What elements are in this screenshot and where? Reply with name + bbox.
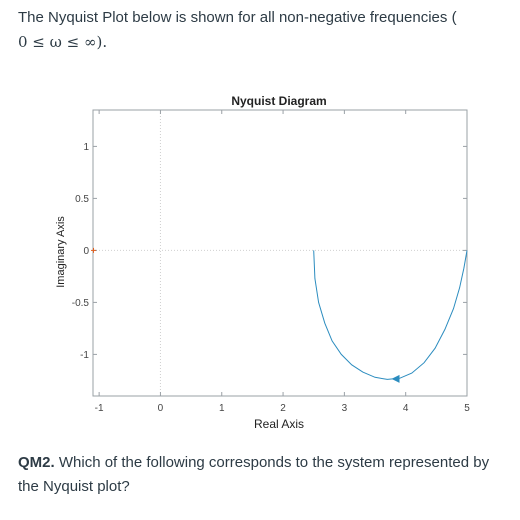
x-axis-label: Real Axis: [254, 417, 304, 431]
y-tick-label: 0.5: [75, 194, 89, 205]
intro-sentence: The Nyquist Plot below is shown for all …: [18, 9, 457, 26]
x-tick-label: 5: [464, 403, 470, 414]
axes-box: [92, 109, 468, 397]
y-axis-label: Imaginary Axis: [55, 216, 67, 288]
x-tick-label: 3: [342, 403, 348, 414]
nyquist-curve: [313, 250, 468, 380]
y-tick-label: -1: [80, 350, 89, 361]
x-tick-label: 2: [280, 403, 286, 414]
nyquist-chart: Nyquist Diagram Real Axis Imaginary Axis…: [55, 94, 470, 431]
y-tick-label: 0: [83, 246, 89, 257]
plot-area: -1 0 1 2 3 4 5 1 0.5 0 -0.5 -1: [72, 109, 470, 414]
x-tick-label: 1: [219, 403, 225, 414]
chart-title: Nyquist Diagram: [231, 94, 326, 108]
direction-arrow: [391, 374, 400, 383]
question-text: QM2. Which of the following corresponds …: [18, 451, 514, 499]
question-body: Which of the following corresponds to th…: [18, 454, 490, 495]
x-tick-label: -1: [95, 403, 104, 414]
y-tick-label: 1: [83, 142, 89, 153]
frequency-range: 0 ≤ ω ≤ ∞).: [18, 33, 108, 51]
intro-text: The Nyquist Plot below is shown for all …: [18, 6, 510, 55]
x-tick-label: 0: [158, 403, 164, 414]
x-tick-label: 4: [403, 403, 409, 414]
question-label: QM2.: [18, 454, 55, 471]
y-tick-label: -0.5: [72, 298, 90, 309]
